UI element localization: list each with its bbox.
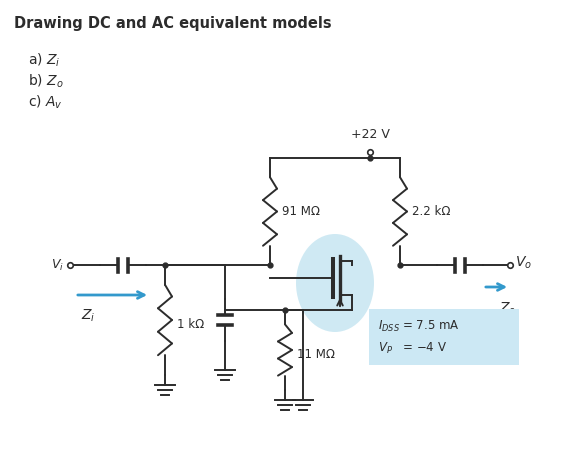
Text: a) $Z_i$: a) $Z_i$ bbox=[28, 52, 60, 69]
Text: $I_{DSS}$ = 7.5 mA: $I_{DSS}$ = 7.5 mA bbox=[378, 318, 460, 334]
Text: $Z_i$: $Z_i$ bbox=[81, 308, 95, 324]
Ellipse shape bbox=[296, 234, 374, 332]
Text: +22 V: +22 V bbox=[350, 128, 390, 141]
Text: $V_P$   = −4 V: $V_P$ = −4 V bbox=[378, 341, 447, 356]
Text: $V_o$: $V_o$ bbox=[515, 255, 532, 271]
Text: 1 kΩ: 1 kΩ bbox=[177, 318, 204, 331]
Text: Drawing DC and AC equivalent models: Drawing DC and AC equivalent models bbox=[14, 16, 332, 31]
Text: 11 MΩ: 11 MΩ bbox=[297, 349, 335, 362]
Text: b) $Z_o$: b) $Z_o$ bbox=[28, 73, 64, 90]
Text: 91 MΩ: 91 MΩ bbox=[282, 205, 320, 218]
Text: $V_i$: $V_i$ bbox=[51, 257, 64, 273]
FancyBboxPatch shape bbox=[369, 309, 519, 365]
Text: c) $A_v$: c) $A_v$ bbox=[28, 94, 63, 111]
Text: 2.2 kΩ: 2.2 kΩ bbox=[412, 205, 450, 218]
Text: $Z_o$: $Z_o$ bbox=[499, 301, 517, 317]
